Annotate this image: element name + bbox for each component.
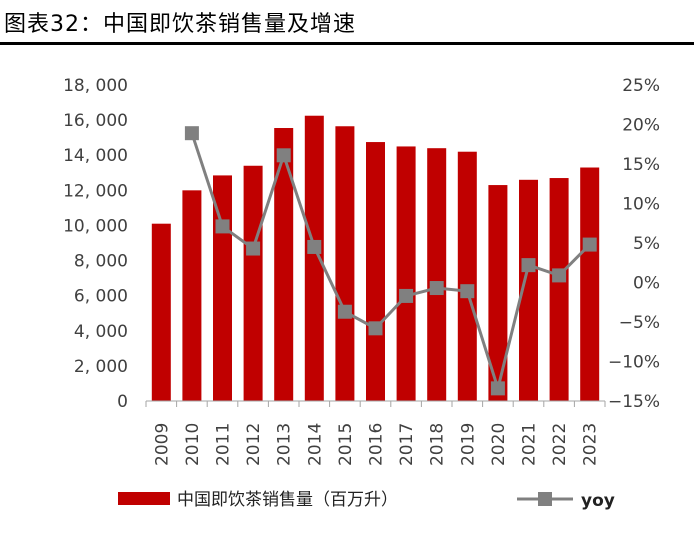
y-left-tick-label: 10, 000 [63,216,128,236]
bar [243,165,263,401]
bar [457,151,477,401]
yoy-marker [368,321,383,336]
y-right-tick-label: 20% [622,116,660,136]
y-left-tick-label: 0 [117,392,128,412]
yoy-marker [429,281,444,296]
bar [151,223,171,401]
yoy-marker [521,258,536,273]
x-tick-label: 2013 [275,423,295,466]
x-tick-label: 2015 [336,423,356,466]
y-left-tick-label: 18, 000 [63,76,128,96]
yoy-marker [490,381,505,396]
bar [366,142,385,402]
bar [549,178,569,401]
y-right-tick-label: 10% [622,195,660,215]
y-left-tick-label: 6, 000 [74,287,128,307]
yoy-marker [582,237,597,252]
y-right-tick-label: 15% [622,155,660,175]
x-tick-label: 2020 [489,423,509,466]
x-tick-label: 2011 [214,423,234,466]
y-left-tick-label: 8, 000 [74,252,128,272]
x-tick-label: 2022 [550,423,570,466]
yoy-marker [399,288,414,303]
x-tick-label: 2010 [183,423,203,466]
y-right-tick-label: 5% [633,234,660,254]
x-tick-label: 2017 [397,423,417,466]
bar [182,190,202,401]
yoy-marker [184,126,199,141]
yoy-marker [337,304,352,319]
legend-line-label: yoy [581,491,615,511]
yoy-line [190,132,591,394]
yoy-marker [215,219,230,234]
bar [580,167,600,401]
bar [335,126,355,401]
title-divider [0,42,694,45]
y-left-tick-label: 14, 000 [63,146,128,166]
bar [427,148,447,401]
legend-bar-label: 中国即饮茶销售量（百万升） [177,490,398,510]
x-tick-label: 2014 [305,423,325,466]
y-left-tick-label: 12, 000 [63,181,128,201]
y-right-tick-label: 25% [622,76,660,96]
page-title: 图表32：中国即饮茶销售量及增速 [4,12,356,37]
y-right-tick-label: −5% [619,313,660,333]
bar [396,146,416,401]
x-tick-label: 2023 [581,423,601,466]
y-left-tick-label: 2, 000 [74,357,128,377]
legend-bar-swatch [118,492,170,505]
y-right-tick-label: −10% [608,353,660,373]
x-tick-label: 2018 [428,423,448,466]
legend-line-marker [538,492,552,506]
x-tick-label: 2016 [367,423,387,466]
y-left-tick-label: 16, 000 [63,111,128,131]
yoy-marker [460,284,475,299]
y-left-tick-label: 4, 000 [74,322,128,342]
y-right-tick-label: 0% [633,274,660,294]
yoy-marker [307,239,322,254]
yoy-marker [276,148,291,163]
x-tick-label: 2012 [244,423,264,466]
yoy-marker [552,268,567,283]
bar [274,128,294,401]
bar [488,185,508,401]
bar [519,179,538,401]
bar [304,115,324,401]
x-tick-label: 2021 [520,423,540,466]
y-right-tick-label: −15% [608,392,660,412]
x-tick-label: 2019 [458,423,478,466]
x-tick-label: 2009 [152,423,172,466]
yoy-marker [246,241,261,256]
